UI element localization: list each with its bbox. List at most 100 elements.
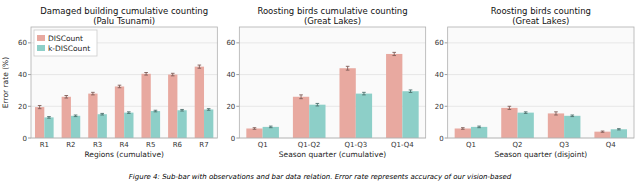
y-tick-label: 0	[439, 135, 443, 143]
y-tick-label: 40	[18, 71, 27, 79]
error-cap	[154, 110, 158, 111]
error-cap	[127, 113, 131, 114]
error-bar	[180, 109, 184, 111]
x-tick-label: R3	[93, 141, 102, 149]
error-cap	[253, 129, 257, 130]
error-cap	[601, 131, 605, 132]
error-stem	[301, 95, 302, 99]
y-tick	[445, 42, 448, 43]
marks	[246, 52, 418, 138]
error-bar	[198, 65, 202, 68]
error-cap	[38, 105, 42, 106]
error-stem	[394, 52, 395, 55]
panel: 0204060R1R2R3R4R5R6R7Regions (cumulative…	[1, 6, 217, 159]
y-tick-label: 20	[18, 103, 27, 111]
bar	[455, 128, 471, 138]
error-cap	[171, 75, 175, 76]
error-cap	[171, 73, 175, 74]
panel: 0204060Q1Q1-Q2Q1-Q3Q1-Q4Season quarter (…	[226, 6, 425, 159]
error-bar	[617, 129, 621, 130]
title: Roosting birds counting(Great Lakes)	[491, 6, 591, 26]
error-cap	[180, 111, 184, 112]
error-cap	[118, 85, 122, 86]
x-tick-label: Q1	[258, 141, 268, 149]
error-bar	[100, 113, 104, 115]
error-cap	[144, 72, 148, 73]
error-cap	[91, 94, 95, 95]
error-cap	[524, 111, 528, 112]
error-cap	[118, 87, 122, 88]
error-cap	[269, 127, 273, 128]
bar	[356, 94, 372, 138]
error-cap	[100, 113, 104, 114]
bar	[195, 67, 204, 138]
error-cap	[38, 108, 42, 109]
legend-swatch	[37, 35, 45, 41]
error-cap	[508, 106, 512, 107]
x-tick-label: Q1-Q4	[391, 141, 414, 149]
error-cap	[461, 129, 465, 130]
error-cap	[346, 66, 350, 67]
y-tick-label: 60	[226, 39, 235, 47]
error-bar	[392, 52, 396, 55]
plot-frame	[239, 27, 425, 138]
error-cap	[47, 116, 51, 117]
error-bar	[570, 115, 574, 117]
title-line: (Great Lakes)	[512, 16, 569, 26]
error-cap	[346, 70, 350, 71]
error-bar	[269, 126, 273, 128]
y-tick	[236, 42, 239, 43]
error-cap	[477, 127, 481, 128]
y-tick	[236, 106, 239, 107]
grid-line	[448, 74, 634, 75]
error-cap	[570, 115, 574, 116]
error-stem	[347, 66, 348, 70]
bar	[564, 116, 580, 138]
plot-background	[31, 27, 217, 138]
error-stem	[509, 106, 510, 109]
error-cap	[477, 126, 481, 127]
title: Damaged building cumulative counting(Pal…	[40, 6, 208, 26]
panel: 0204060Q1Q2Q3Q4Season quarter (disjoint)…	[435, 6, 634, 159]
y-tick	[236, 138, 239, 139]
bar	[151, 111, 160, 138]
x-tick-label: Q1-Q3	[344, 141, 367, 149]
error-bar	[524, 112, 528, 114]
error-bar	[154, 110, 158, 112]
x-tick-label: Q4	[606, 141, 617, 149]
error-stem	[199, 65, 200, 68]
x-tick-label: R5	[146, 141, 155, 149]
error-cap	[601, 132, 605, 133]
marks	[35, 65, 213, 138]
error-cap	[74, 115, 78, 116]
title-line: Roosting birds cumulative counting	[257, 6, 407, 16]
error-cap	[47, 118, 51, 119]
bar	[204, 109, 213, 138]
error-stem	[39, 105, 40, 108]
grid-line	[239, 42, 425, 43]
x-tick-label: R7	[199, 141, 208, 149]
error-cap	[269, 126, 273, 127]
error-bar	[508, 106, 512, 109]
error-cap	[524, 113, 528, 114]
error-cap	[617, 128, 621, 129]
y-tick-label: 60	[18, 39, 27, 47]
error-bar	[461, 128, 465, 130]
title-line: (Palu Tsunami)	[93, 16, 155, 26]
x-tick-label: R4	[120, 141, 130, 149]
error-cap	[198, 68, 202, 69]
x-tick-label: Q3	[559, 141, 569, 149]
error-bar	[316, 103, 320, 106]
y-tick-label: 40	[435, 71, 444, 79]
error-bar	[118, 85, 122, 88]
error-bar	[601, 131, 605, 132]
y-axis-label: Error rate (%)	[1, 57, 10, 108]
bar	[168, 75, 177, 138]
y-tick	[445, 106, 448, 107]
y-tick	[28, 42, 31, 43]
y-tick	[28, 138, 31, 139]
bar	[518, 113, 534, 138]
plot-frame	[31, 27, 217, 138]
bar	[611, 129, 627, 138]
bar	[263, 127, 279, 138]
